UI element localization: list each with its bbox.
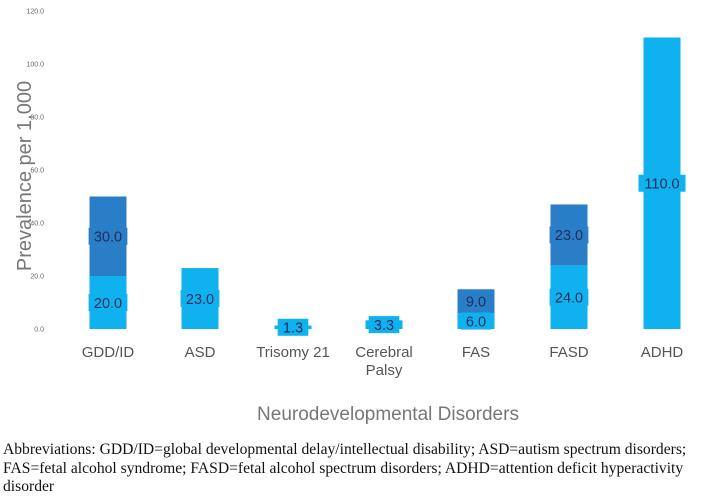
x-category-label: FAS — [462, 344, 490, 361]
x-category-label: Cerebral — [355, 344, 413, 361]
data-label-box — [460, 312, 492, 330]
x-category-label: FASD — [549, 344, 588, 361]
data-label-box — [88, 227, 128, 245]
data-label: 23.0 — [186, 292, 214, 308]
y-axis-title: Prevalence per 1,000 — [14, 81, 36, 271]
data-label-box — [638, 174, 686, 192]
chart-area: 0.0 20.0 40.0 60.0 80.0 100.0 120.0 20.0 30.0 23… — [14, 9, 686, 425]
x-category-label: Palsy — [366, 362, 403, 379]
data-label: 6.0 — [466, 314, 486, 330]
x-category-label: GDD/ID — [82, 344, 135, 361]
data-label: 20.0 — [94, 296, 122, 312]
data-label: 1.3 — [283, 321, 303, 337]
data-label: 24.0 — [555, 291, 583, 307]
data-label: 3.3 — [374, 318, 394, 334]
x-category-label: Trisomy 21 — [256, 344, 330, 361]
data-label-box — [460, 292, 492, 310]
data-label-box — [368, 316, 400, 334]
y-tick-label: 80.0 — [30, 115, 44, 122]
x-category-label: ASD — [185, 344, 216, 361]
bar-chart: 0.0 20.0 40.0 60.0 80.0 100.0 120.0 20.0 30.0 23… — [14, 9, 686, 425]
data-label: 110.0 — [644, 177, 679, 193]
y-tick-group: 0.0 20.0 40.0 60.0 80.0 100.0 120.0 — [26, 9, 44, 334]
footnote: Abbreviations: GDD/ID=global development… — [3, 441, 687, 496]
data-label-box — [549, 226, 589, 244]
y-tick-label: 100.0 — [26, 62, 44, 69]
y-tick-label: 60.0 — [30, 168, 44, 175]
y-tick-label: 40.0 — [30, 221, 44, 228]
data-label-group: 20.0 30.0 23.0 1.3 3.3 6.0 9.0 24.0 23.0 110.0 — [88, 174, 686, 337]
x-axis-title: Neurodevelopmental Disorders — [257, 404, 519, 425]
x-category-label: ADHD — [641, 344, 684, 361]
data-label: 30.0 — [94, 230, 122, 246]
data-label-box — [549, 288, 589, 306]
y-tick-label: 0.0 — [34, 327, 44, 334]
data-label-box — [180, 290, 220, 308]
data-label: 9.0 — [466, 294, 486, 310]
data-label: 23.0 — [555, 228, 583, 244]
data-label-box — [277, 318, 309, 336]
y-tick-label: 20.0 — [30, 274, 44, 281]
data-label-box — [88, 294, 128, 311]
y-tick-label: 120.0 — [26, 9, 44, 16]
bar-group — [89, 37, 681, 329]
